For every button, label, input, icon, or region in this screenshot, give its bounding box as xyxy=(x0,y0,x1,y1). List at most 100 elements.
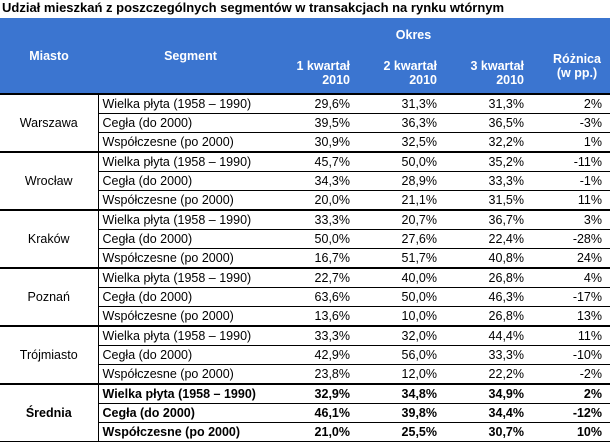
city-cell: Średnia xyxy=(0,383,99,442)
q1-cell: 33,3% xyxy=(283,325,370,346)
segment-cell: Wielka płyta (1958 – 1990) xyxy=(97,325,283,346)
city-cell: Poznań xyxy=(0,267,99,327)
q1-cell: 13,6% xyxy=(283,306,370,327)
diff-cell: -1% xyxy=(544,171,610,191)
diff-cell: -11% xyxy=(544,151,610,172)
table-row: Wrocław Wielka płyta (1958 – 1990) 45,7% 50… xyxy=(0,151,610,211)
q2-cell: 27,6% xyxy=(370,229,457,249)
q1-cell: 63,6% xyxy=(283,287,370,307)
q3-cell: 33,3% xyxy=(457,345,544,365)
segment-cell: Współczesne (po 2000) xyxy=(97,190,283,211)
header-q3: 3 kwartał 2010 xyxy=(457,52,544,94)
diff-cell: -3% xyxy=(544,113,610,133)
q3-cell: 34,4% xyxy=(457,403,544,423)
q2-cell: 50,0% xyxy=(370,151,457,172)
header-okres: Okres xyxy=(283,18,544,52)
q3-cell: 46,3% xyxy=(457,287,544,307)
q2-cell: 50,0% xyxy=(370,287,457,307)
table-row: Poznań Wielka płyta (1958 – 1990) 22,7% 40,… xyxy=(0,267,610,327)
q1-cell: 23,8% xyxy=(283,364,370,385)
segment-cell: Cegła (do 2000) xyxy=(97,287,283,307)
header-q2-line2: 2010 xyxy=(409,72,437,87)
q1-cell: 16,7% xyxy=(283,248,370,269)
q3-cell: 33,3% xyxy=(457,171,544,191)
diff-cell: 1% xyxy=(544,132,610,153)
q3-cell: 30,7% xyxy=(457,422,544,442)
city-cell: Trójmiasto xyxy=(0,325,99,385)
table-row: Trójmiasto Wielka płyta (1958 – 1990) 33,3… xyxy=(0,325,610,385)
q2-cell: 12,0% xyxy=(370,364,457,385)
header-q3-line2: 2010 xyxy=(496,72,524,87)
header-q1-line1: 1 kwartał xyxy=(296,58,350,73)
diff-cell: 2% xyxy=(544,93,610,114)
q2-cell: 31,3% xyxy=(370,93,457,114)
segment-cell: Współczesne (po 2000) xyxy=(97,248,283,269)
q3-cell: 31,5% xyxy=(457,190,544,211)
q2-cell: 20,7% xyxy=(370,209,457,230)
q3-cell: 34,9% xyxy=(457,383,544,404)
diff-cell: 10% xyxy=(544,422,610,442)
q2-cell: 40,0% xyxy=(370,267,457,288)
q1-cell: 42,9% xyxy=(283,345,370,365)
table-row: Cegła (do 2000) 39,5% 36,3% 36,5% -3% xyxy=(0,113,610,133)
q2-cell: 25,5% xyxy=(370,422,457,442)
q1-cell: 21,0% xyxy=(283,422,370,442)
table-body: Warszawa Wielka płyta (1958 – 1990) 29,6% 3… xyxy=(0,93,610,442)
q2-cell: 28,9% xyxy=(370,171,457,191)
table-row: Współczesne (po 2000) 16,7% 51,7% 40,8% 24% xyxy=(0,248,610,269)
q3-cell: 26,8% xyxy=(457,306,544,327)
q1-cell: 32,9% xyxy=(283,383,370,404)
segment-cell: Współczesne (po 2000) xyxy=(97,364,283,385)
q3-cell: 40,8% xyxy=(457,248,544,269)
q2-cell: 51,7% xyxy=(370,248,457,269)
q2-cell: 21,1% xyxy=(370,190,457,211)
table-row: Cegła (do 2000) 34,3% 28,9% 33,3% -1% xyxy=(0,171,610,191)
q3-cell: 36,7% xyxy=(457,209,544,230)
q2-cell: 32,5% xyxy=(370,132,457,153)
table-row: Współczesne (po 2000) 23,8% 12,0% 22,2% -2% xyxy=(0,364,610,385)
segment-cell: Wielka płyta (1958 – 1990) xyxy=(97,209,283,230)
q3-cell: 22,2% xyxy=(457,364,544,385)
header-q2-line1: 2 kwartał xyxy=(383,58,437,73)
q2-cell: 39,8% xyxy=(370,403,457,423)
q3-cell: 35,2% xyxy=(457,151,544,172)
q1-cell: 33,3% xyxy=(283,209,370,230)
q1-cell: 46,1% xyxy=(283,403,370,423)
diff-cell: 13% xyxy=(544,306,610,327)
q1-cell: 34,3% xyxy=(283,171,370,191)
table-row: Kraków Wielka płyta (1958 – 1990) 33,3% 20,… xyxy=(0,209,610,269)
header-q1: 1 kwartał 2010 xyxy=(283,52,370,94)
q2-cell: 10,0% xyxy=(370,306,457,327)
segments-table: Miasto Segment Okres Różnica (w pp.) 1 k… xyxy=(0,18,610,442)
q3-cell: 31,3% xyxy=(457,93,544,114)
city-cell: Kraków xyxy=(0,209,99,269)
q3-cell: 36,5% xyxy=(457,113,544,133)
segment-cell: Cegła (do 2000) xyxy=(97,345,283,365)
segment-cell: Cegła (do 2000) xyxy=(97,171,283,191)
diff-cell: 2% xyxy=(544,383,610,404)
header-q1-line2: 2010 xyxy=(322,72,350,87)
header-segment: Segment xyxy=(98,18,283,94)
header-roznica: Różnica (w pp.) xyxy=(544,18,610,94)
table-row: Średnia Wielka płyta (1958 – 1990) 32,9% 34… xyxy=(0,383,610,442)
segment-cell: Współczesne (po 2000) xyxy=(97,132,283,153)
segment-cell: Wielka płyta (1958 – 1990) xyxy=(97,383,283,404)
q2-cell: 32,0% xyxy=(370,325,457,346)
table-row: Cegła (do 2000) 63,6% 50,0% 46,3% -17% xyxy=(0,287,610,307)
segment-cell: Wielka płyta (1958 – 1990) xyxy=(97,93,283,114)
table-row: Cegła (do 2000) 42,9% 56,0% 33,3% -10% xyxy=(0,345,610,365)
diff-cell: 3% xyxy=(544,209,610,230)
table-title: Udział mieszkań z poszczególnych segment… xyxy=(2,0,505,15)
diff-cell: -28% xyxy=(544,229,610,249)
diff-cell: 4% xyxy=(544,267,610,288)
q2-cell: 56,0% xyxy=(370,345,457,365)
diff-cell: -10% xyxy=(544,345,610,365)
diff-cell: 11% xyxy=(544,190,610,211)
segment-cell: Wielka płyta (1958 – 1990) xyxy=(97,151,283,172)
q2-cell: 36,3% xyxy=(370,113,457,133)
header-q2: 2 kwartał 2010 xyxy=(370,52,457,94)
q2-cell: 34,8% xyxy=(370,383,457,404)
header-q3-line1: 3 kwartał xyxy=(470,58,524,73)
segment-cell: Współczesne (po 2000) xyxy=(97,422,283,442)
q3-cell: 44,4% xyxy=(457,325,544,346)
